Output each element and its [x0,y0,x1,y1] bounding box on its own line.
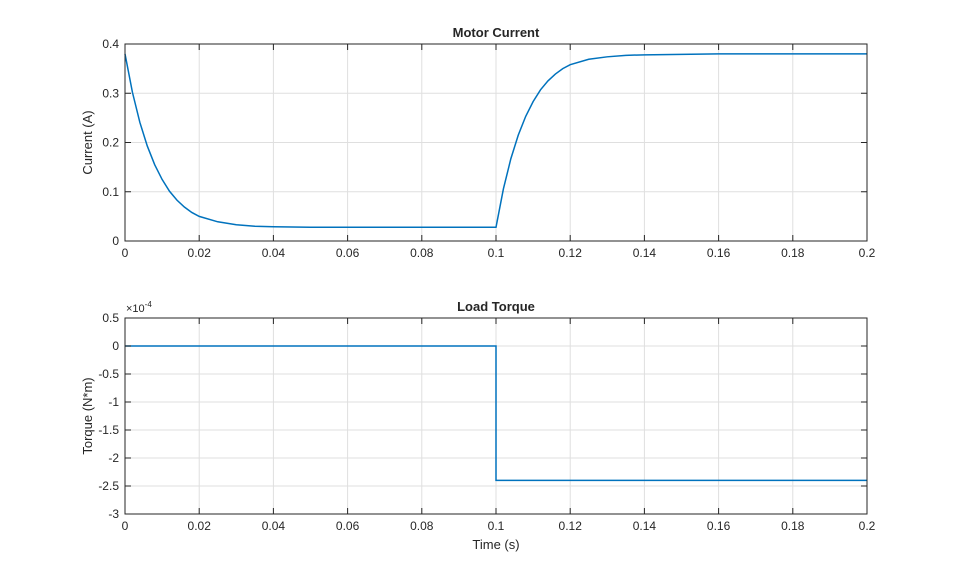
current-y-tick-label: 0.3 [102,86,119,100]
current-x-tick-label: 0.2 [859,246,876,260]
torque-axes: 0 0.02 0.04 0.06 0.08 0.1 0.12 0.14 0.16 0.18 0.2 -… [80,299,876,552]
torque-series-group [125,345,867,482]
torque-y-tick-label: -0.5 [98,367,119,381]
current-x-tick-label: 0.1 [488,246,505,260]
torque-y-tick-label: 0 [112,339,119,353]
current-y-tick-label: 0.1 [102,185,119,199]
torque-x-tick-label: 0.06 [336,519,360,533]
current-series-group [124,53,867,228]
torque-series-line [125,345,867,482]
current-x-tick-label: 0.06 [336,246,360,260]
torque-y-tick-label: 0.5 [102,311,119,325]
torque-ticks: 0 0.02 0.04 0.06 0.08 0.1 0.12 0.14 0.16 0.18 0.2 -… [98,311,875,533]
torque-x-tick-label: 0.12 [559,519,583,533]
current-x-tick-label: 0.04 [262,246,286,260]
current-x-tick-label: 0.14 [633,246,657,260]
current-x-tick-label: 0 [122,246,129,260]
current-x-tick-label: 0.08 [410,246,434,260]
torque-y-tick-label: -3 [108,507,119,521]
torque-y-axis-label: Torque (N*m) [80,377,95,454]
current-series-line [124,53,867,228]
torque-x-tick-label: 0.2 [859,519,876,533]
torque-x-tick-label: 0.02 [188,519,212,533]
current-y-tick-label: 0.2 [102,136,119,150]
torque-y-tick-label: -1.5 [98,423,119,437]
torque-x-tick-label: 0.14 [633,519,657,533]
torque-x-tick-label: 0 [122,519,129,533]
torque-y-tick-label: -2.5 [98,479,119,493]
current-x-tick-label: 0.18 [781,246,805,260]
torque-y-tick-label: -2 [108,451,119,465]
current-x-tick-label: 0.12 [559,246,583,260]
torque-y-exponent-power: -4 [145,300,153,309]
current-y-tick-label: 0.4 [102,37,119,51]
torque-x-tick-label: 0.18 [781,519,805,533]
current-x-tick-label: 0.02 [188,246,212,260]
torque-x-tick-label: 0.04 [262,519,286,533]
torque-chart-title: Load Torque [457,299,535,314]
time-x-axis-label: Time (s) [472,537,519,552]
current-axes: 0 0.02 0.04 0.06 0.08 0.1 0.12 0.14 0.16 0.18 0.2 0… [80,25,876,260]
current-y-axis-label: Current (A) [80,110,95,174]
torque-x-tick-label: 0.08 [410,519,434,533]
current-chart-title: Motor Current [453,25,540,40]
current-y-tick-label: 0 [112,234,119,248]
torque-y-tick-label: -1 [108,395,119,409]
current-ticks: 0 0.02 0.04 0.06 0.08 0.1 0.12 0.14 0.16 0.18 0.2 0… [102,37,875,260]
torque-x-tick-label: 0.1 [488,519,505,533]
current-x-tick-label: 0.16 [707,246,731,260]
torque-y-exponent-base: ×10 [126,303,145,315]
torque-x-tick-label: 0.16 [707,519,731,533]
torque-y-exponent: ×10-4 [126,300,152,315]
